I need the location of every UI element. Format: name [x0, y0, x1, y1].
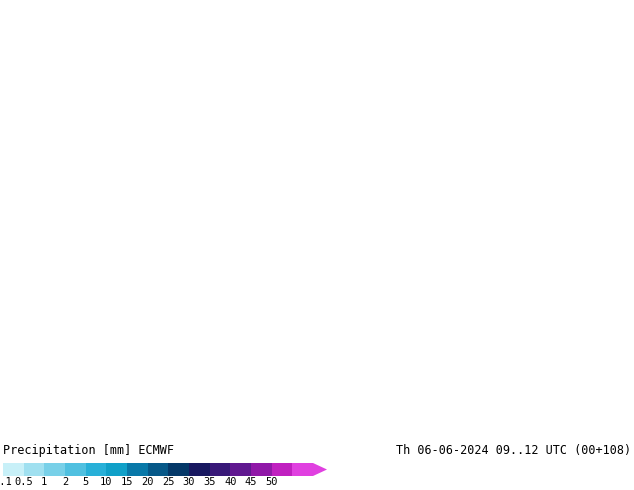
Bar [86, 463, 107, 476]
Bar [189, 463, 210, 476]
Text: 50: 50 [266, 477, 278, 487]
Text: 25: 25 [162, 477, 174, 487]
Bar [44, 463, 65, 476]
Text: 35: 35 [204, 477, 216, 487]
Text: Precipitation [mm] ECMWF: Precipitation [mm] ECMWF [3, 444, 174, 457]
Bar [65, 463, 86, 476]
Text: 45: 45 [245, 477, 257, 487]
Bar [230, 463, 251, 476]
Polygon shape [313, 463, 327, 476]
Bar [148, 463, 169, 476]
Bar [23, 463, 44, 476]
Bar [127, 463, 148, 476]
Bar [3, 463, 23, 476]
Text: 20: 20 [141, 477, 154, 487]
Text: 40: 40 [224, 477, 236, 487]
Text: 15: 15 [120, 477, 133, 487]
Bar [292, 463, 313, 476]
Text: 2: 2 [62, 477, 68, 487]
Text: Th 06-06-2024 09..12 UTC (00+108): Th 06-06-2024 09..12 UTC (00+108) [396, 444, 631, 457]
Bar [271, 463, 292, 476]
Text: 1: 1 [41, 477, 48, 487]
Bar [107, 463, 127, 476]
Text: 0.1: 0.1 [0, 477, 13, 487]
Text: 5: 5 [82, 477, 89, 487]
Bar [251, 463, 271, 476]
Text: 10: 10 [100, 477, 113, 487]
Text: 0.5: 0.5 [15, 477, 33, 487]
Bar [169, 463, 189, 476]
Text: 30: 30 [183, 477, 195, 487]
Bar [210, 463, 230, 476]
